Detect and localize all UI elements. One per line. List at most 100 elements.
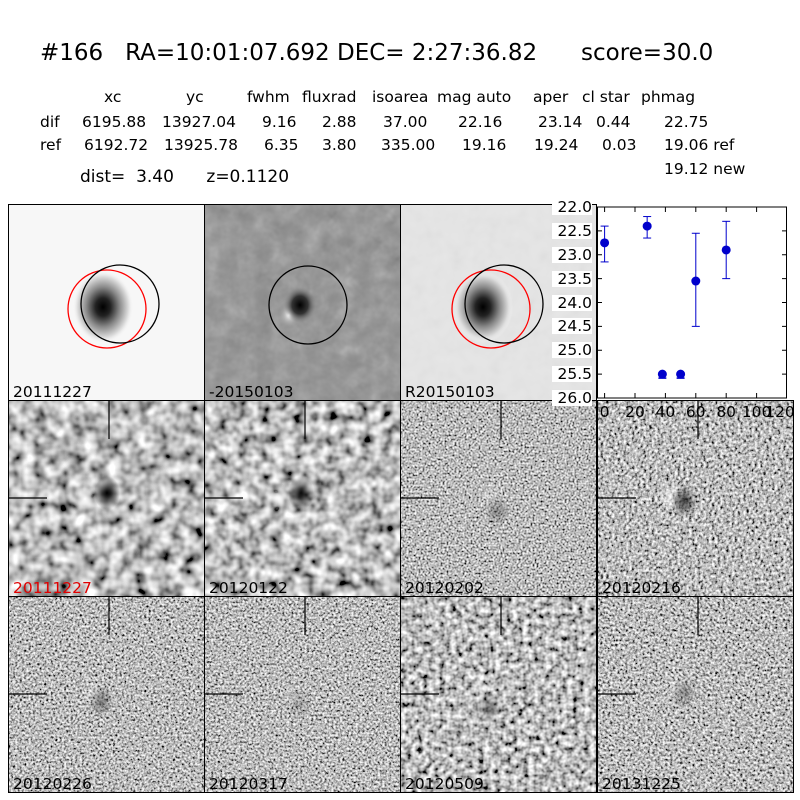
stamp-image [205, 401, 400, 596]
score: score=30.0 [581, 40, 714, 66]
row-label: ref [40, 136, 62, 154]
cell: 37.00 [383, 113, 428, 131]
cell: 2.88 [322, 113, 357, 131]
info-line: dist= 3.40 z=0.1120 [80, 167, 289, 187]
cell: 19.24 [534, 136, 579, 154]
cell: 6192.72 [84, 136, 149, 154]
table-row: dif 6195.88 13927.04 9.16 2.88 37.00 22.… [0, 113, 800, 133]
x-tick-label: 80 [716, 403, 737, 421]
y-tick-label: 23.5 [552, 270, 592, 287]
cell: 19.06 ref [664, 136, 735, 154]
stamp-diff-panel: -20150103 [204, 204, 401, 401]
aperture-red-circle [451, 269, 531, 349]
cell: 6195.88 [82, 113, 147, 131]
cell: 0.03 [602, 136, 637, 154]
cell: 3.80 [322, 136, 357, 154]
ra-dec: RA=10:01:07.692 DEC= 2:27:36.82 [125, 40, 538, 66]
col-header: phmag [641, 88, 696, 106]
x-tick-label: 20 [625, 403, 645, 421]
col-header: mag auto [437, 88, 512, 106]
header-title: #166 RA=10:01:07.692 DEC= 2:27:36.82 sco… [40, 40, 713, 66]
cell: 19.16 [462, 136, 507, 154]
col-header: fwhm [247, 88, 290, 106]
y-tick-label: 26.0 [552, 390, 592, 406]
col-header: isoarea [372, 88, 429, 106]
stamp-diff-image [205, 205, 400, 400]
cell: 0.44 [596, 113, 631, 131]
row-label: dif [40, 113, 60, 131]
x-tick-label: 120 [765, 403, 795, 421]
dist-value: dist= 3.40 [80, 167, 174, 187]
cell: 9.16 [262, 113, 297, 131]
cell: 22.75 [664, 113, 709, 131]
y-tick-label: 25.0 [552, 342, 592, 359]
redshift-value: z=0.1120 [206, 167, 290, 187]
col-header: yc [186, 88, 204, 106]
stamp-image [598, 401, 793, 596]
panel-label: 20131225 [602, 775, 681, 793]
table-header: xc yc fwhm fluxrad isoarea mag auto aper… [0, 88, 800, 108]
col-header: cl star [582, 88, 630, 106]
stamp-panel: 20120317 [204, 596, 401, 793]
stamp-panel: 20120226 [8, 596, 205, 793]
cell: 23.14 [538, 113, 583, 131]
panel-label: -20150103 [209, 383, 294, 401]
y-tick-label: 24.5 [552, 318, 592, 335]
stamp-panel: 20120216 [597, 400, 794, 597]
panel-label: R20150103 [405, 383, 495, 401]
cell: 6.35 [264, 136, 299, 154]
stamp-ref-panel: 20111227 [8, 204, 205, 401]
panel-label: 20120122 [209, 579, 288, 597]
panel-label: 20120226 [13, 775, 92, 793]
data-point [691, 276, 701, 286]
panel-label: 20111227 [13, 383, 92, 401]
aperture-black-circle [80, 264, 160, 344]
y-tick-label: 24.0 [552, 294, 592, 311]
stamp-image [9, 597, 204, 792]
panel-label: 20120202 [405, 579, 484, 597]
data-point [721, 245, 731, 255]
light-curve-plot [597, 206, 787, 399]
cell: 22.16 [458, 113, 503, 131]
stamp-panel: 20111227 [8, 400, 205, 597]
stamp-image [205, 597, 400, 792]
aperture-black-circle [464, 264, 544, 344]
data-point [657, 369, 667, 379]
data-point [642, 221, 652, 231]
stamp-panel: 20131225 [597, 596, 794, 793]
stamp-image [598, 597, 793, 792]
panel-label: 20120317 [209, 775, 288, 793]
x-tick-label: 100 [741, 403, 772, 421]
candidate-id: #166 [40, 40, 104, 66]
data-point [600, 238, 610, 248]
aperture-black-circle [268, 265, 348, 345]
y-tick-label: 22.5 [552, 222, 592, 239]
cell: 13925.78 [164, 136, 238, 154]
cell: 13927.04 [162, 113, 236, 131]
y-tick-label: 22.0 [552, 199, 592, 215]
panel-label: 20120216 [602, 579, 681, 597]
col-header: fluxrad [302, 88, 357, 106]
stamp-image [401, 401, 596, 596]
col-header: xc [104, 88, 122, 106]
new-phmag: 19.12 new [664, 160, 746, 178]
stamp-ref-image [9, 205, 204, 400]
panel-label: 20120509 [405, 775, 484, 793]
table-row: ref 6192.72 13925.78 6.35 3.80 335.00 19… [0, 136, 800, 156]
stamp-panel: 20120509 [400, 596, 597, 793]
data-point [676, 369, 686, 379]
x-tick-label: 0 [599, 403, 610, 421]
y-tick-label: 23.0 [552, 246, 592, 263]
stamp-panel: 20120122 [204, 400, 401, 597]
col-header: aper [533, 88, 569, 106]
stamp-image [9, 401, 204, 596]
plot-frame [597, 206, 787, 399]
panel-label: 20111227 [13, 579, 92, 597]
x-tick-label: 40 [655, 403, 676, 421]
aperture-red-circle [67, 269, 147, 349]
cell: 335.00 [381, 136, 436, 154]
y-tick-label: 25.5 [552, 366, 592, 383]
x-tick-label: 60 [685, 403, 706, 421]
stamp-image [401, 597, 596, 792]
stamp-panel: 20120202 [400, 400, 597, 597]
